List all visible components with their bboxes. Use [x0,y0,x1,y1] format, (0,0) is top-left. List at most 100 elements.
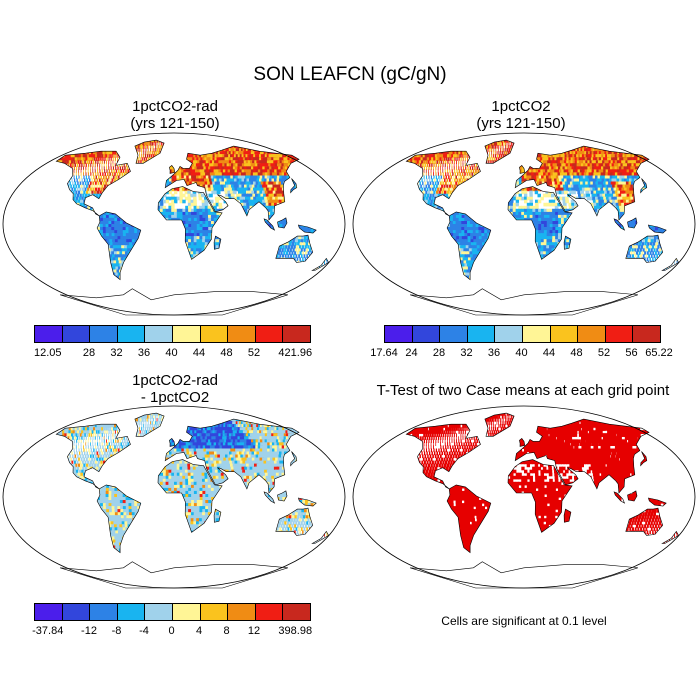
map-border [2,405,346,589]
colorbar-0-swatch [172,326,201,342]
colorbar-0-label: 32 [110,347,122,359]
colorbar-1-label: 28 [433,347,445,359]
coastline-japan [290,178,298,194]
panel-1-title-line1: 1pctCO2-rad [40,98,310,115]
colorbar-2-swatch [172,604,201,620]
colorbar-2-label: 398.98 [278,625,312,637]
coastline-eurasia [514,145,650,221]
land-data-cells [56,140,329,286]
colorbar-1-label: 56 [625,347,637,359]
panel-1-title: 1pctCO2-rad (yrs 121-150) [40,98,310,132]
panel-3-title-line1: 1pctCO2-rad [40,372,310,389]
panel-2-title: 1pctCO2 (yrs 121-150) [386,98,656,132]
colorbar-2-label: -4 [139,625,149,637]
colorbar-1-swatch [440,326,468,342]
coastline-borneo [627,217,638,229]
land-data-cells [406,413,679,559]
coastline-namerica [405,150,481,217]
colorbar-1-label: 40 [515,347,527,359]
colorbar-0-label: 36 [138,347,150,359]
map-border [2,132,346,316]
colorbar-2-swatch [283,604,310,620]
coastline-samerica [96,484,142,554]
colorbar-1-label: 36 [488,347,500,359]
colorbar-1-label: 65.22 [645,347,673,359]
colorbar-1-swatch [633,326,660,342]
panel-2-title-line2: (yrs 121-150) [386,115,656,132]
colorbar-0-label: 12.05 [34,347,62,359]
colorbar-1-label: 52 [598,347,610,359]
colorbar-1-swatch [412,326,441,342]
colorbar-1-swatch [605,326,634,342]
land-data-cells [56,413,329,559]
colorbar-panel-2 [384,325,661,343]
coastline-greenland [484,412,515,437]
coastline-madagascar [563,235,572,250]
coastline-uk [519,437,526,447]
colorbar-0-label: 44 [193,347,205,359]
map-panel-difference [2,405,346,589]
colorbar-2-label: -37.84 [32,625,63,637]
coastline-africa [507,186,573,260]
colorbar-1-swatch [578,326,606,342]
colorbar-2-label: -8 [112,625,122,637]
colorbar-2-swatch [228,604,256,620]
coastline-namerica [405,423,481,490]
colorbar-1-swatch [385,326,413,342]
colorbar-2-label: 8 [223,625,229,637]
coastline-newguinea [297,224,317,234]
coastline-greenland [484,139,515,164]
panel-1-title-line2: (yrs 121-150) [40,115,310,132]
colorbar-0-label: 40 [165,347,177,359]
coastline-japan [290,451,298,467]
colorbar-1-label: 24 [405,347,417,359]
coastline-namerica [55,150,131,217]
coastline-japan [640,178,648,194]
coastline-africa [157,459,223,533]
map-panel-1pctco2 [352,132,696,316]
coastline-samerica [96,211,142,281]
map-panel-ttest [352,405,696,589]
coastline-sumatra [263,218,276,231]
colorbar-0-swatch [62,326,91,342]
coastline-samerica [446,484,492,554]
colorbar-0-swatch [228,326,256,342]
colorbar-panel-1 [34,325,311,343]
colorbar-2-swatch [145,604,173,620]
coastline-australia [275,507,314,536]
land-data-cells [406,140,679,286]
colorbar-1-label: 48 [570,347,582,359]
coastline-borneo [277,217,288,229]
coastline-sumatra [613,491,626,504]
coastline-newguinea [297,497,317,507]
coastline-greenland [134,139,165,164]
colorbar-0-label: 421.96 [278,347,312,359]
colorbar-labels-panel-1: 12.05 28 32 36 40 44 48 52 421.96 [34,347,312,361]
colorbar-0-label: 28 [83,347,95,359]
coastline-namerica [55,423,131,490]
coastline-madagascar [563,508,572,523]
map-panel-1rad [2,132,346,316]
colorbar-1-swatch [550,326,579,342]
colorbar-labels-panel-3: -37.84 -12 -8 -4 0 4 8 12 398.98 [32,625,312,639]
colorbar-2-swatch [255,604,284,620]
panel-2-title-line1: 1pctCO2 [386,98,656,115]
colorbar-2-label: 0 [168,625,174,637]
coastline-sumatra [263,491,276,504]
colorbar-labels-panel-2: 17.64 24 28 32 36 40 44 48 52 56 65.22 [370,347,673,361]
colorbar-0-swatch [145,326,173,342]
coastline-madagascar [213,235,222,250]
panel-3-title: 1pctCO2-rad - 1pctCO2 [40,372,310,406]
coastline-antarctica [410,561,638,589]
coastline-eurasia [514,418,650,494]
colorbar-2-swatch [35,604,63,620]
colorbar-0-swatch [283,326,310,342]
coastline-japan [640,451,648,467]
colorbar-1-swatch [495,326,523,342]
coastline-newguinea [647,497,667,507]
colorbar-2-label: -12 [81,625,97,637]
panel-4-title: T-Test of two Case means at each grid po… [346,382,700,399]
significance-note: Cells are significant at 0.1 level [351,614,697,628]
colorbar-1-swatch [467,326,496,342]
colorbar-1-label: 44 [543,347,555,359]
